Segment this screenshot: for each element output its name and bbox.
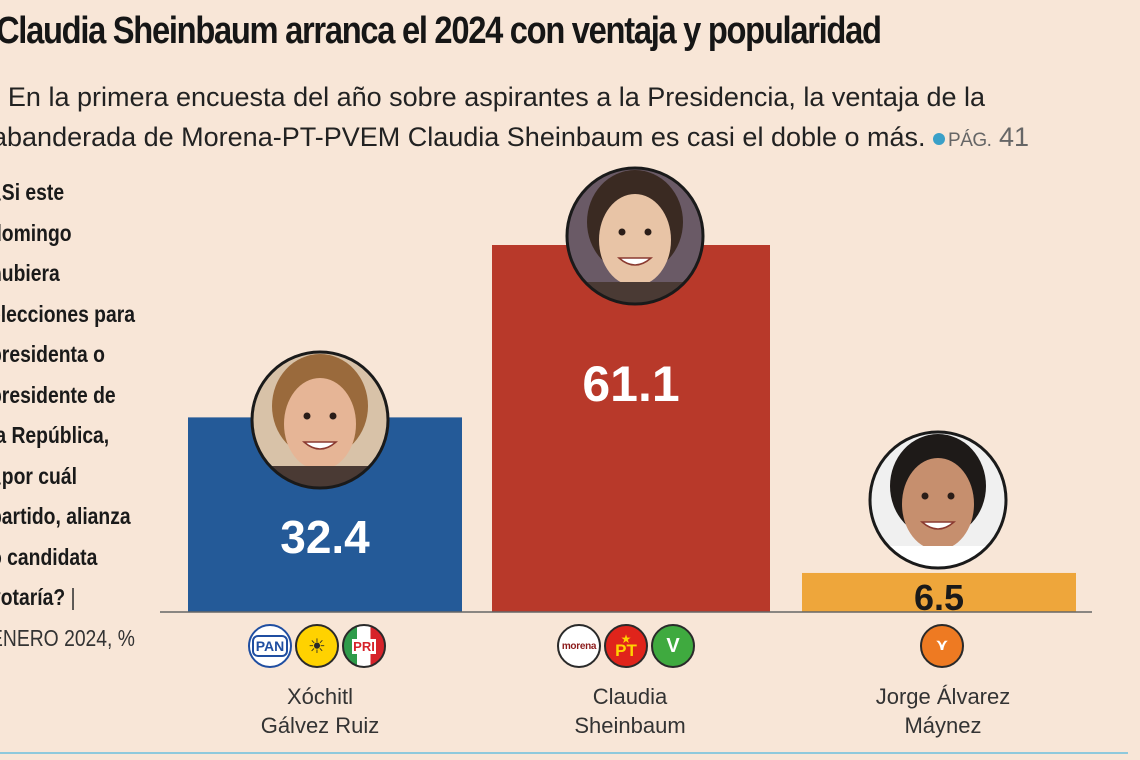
question-line: elecciones para: [0, 300, 135, 327]
reference-label: PÁG.: [948, 130, 992, 151]
question-line-last: votaría? | ENERO 2024, %: [0, 577, 137, 658]
pan-logo-icon: PAN: [248, 624, 292, 668]
bottom-rule: [0, 752, 1128, 754]
jorge-portrait-icon: [868, 430, 1008, 570]
question-line: presidente de: [0, 381, 116, 408]
bar-value-label: 61.1: [582, 356, 679, 412]
headline: Claudia Sheinbaum arranca el 2024 con ve…: [0, 10, 882, 52]
pvem-logo-icon: V: [651, 624, 695, 668]
candidate-first-line: Jorge Álvarez: [875, 684, 1011, 709]
question-line: ¿Si este domingo: [0, 179, 72, 246]
bar-value-label: 32.4: [280, 511, 370, 563]
question-line: hubiera: [0, 260, 60, 286]
reference-dot-icon: [933, 132, 946, 145]
candidate-first-line: Claudia: [592, 684, 668, 709]
question-line: ¿por cuál: [0, 462, 77, 489]
candidate-name-xochitl: Xóchitl Gálvez Ruiz: [200, 682, 440, 740]
morena-logo-icon: morena: [557, 624, 601, 668]
claudia-portrait-icon: [565, 166, 705, 306]
survey-date: | ENERO 2024, %: [0, 584, 135, 651]
eagle-icon: ⋎: [935, 637, 949, 654]
bar-value-label: 6.5: [914, 577, 964, 618]
candidate-first-line: Xóchitl: [286, 684, 354, 709]
bar: [492, 245, 770, 612]
question-line: presidenta o: [0, 341, 105, 367]
party-logos-xochitl: PAN ☀ PRI: [248, 624, 386, 668]
prd-logo-icon: ☀: [295, 624, 339, 668]
question-line: la República,: [0, 422, 110, 448]
subtitle-text: En la primera encuesta del año sobre asp…: [0, 82, 986, 152]
party-logos-claudia: morena ★ PT V: [557, 624, 695, 668]
pt-logo-icon: ★ PT: [604, 624, 648, 668]
page-reference: PÁG. 41: [933, 122, 1029, 152]
bar: [802, 572, 1076, 612]
candidate-name-claudia: Claudia Sheinbaum: [510, 682, 750, 740]
survey-question: ¿Si este domingo hubiera elecciones para…: [0, 172, 137, 658]
movimiento-ciudadano-logo-icon: ⋎: [920, 624, 964, 668]
xochitl-portrait-icon: [250, 350, 390, 490]
reference-page-number: 41: [998, 122, 1030, 152]
candidate-second-line: Máynez: [904, 713, 982, 738]
subtitle: • En la primera encuesta del año sobre a…: [0, 78, 1132, 160]
party-logos-jorge: ⋎: [920, 624, 964, 668]
question-line: votaría?: [0, 584, 66, 610]
question-line: o candidata: [0, 543, 98, 570]
candidate-second-line: Sheinbaum: [574, 713, 686, 738]
candidate-second-line: Gálvez Ruiz: [260, 713, 380, 738]
question-line: partido, alianza: [0, 503, 131, 529]
candidate-name-jorge: Jorge Álvarez Máynez: [823, 682, 1063, 740]
pri-logo-icon: PRI: [342, 624, 386, 668]
star-icon: ★: [620, 632, 632, 646]
